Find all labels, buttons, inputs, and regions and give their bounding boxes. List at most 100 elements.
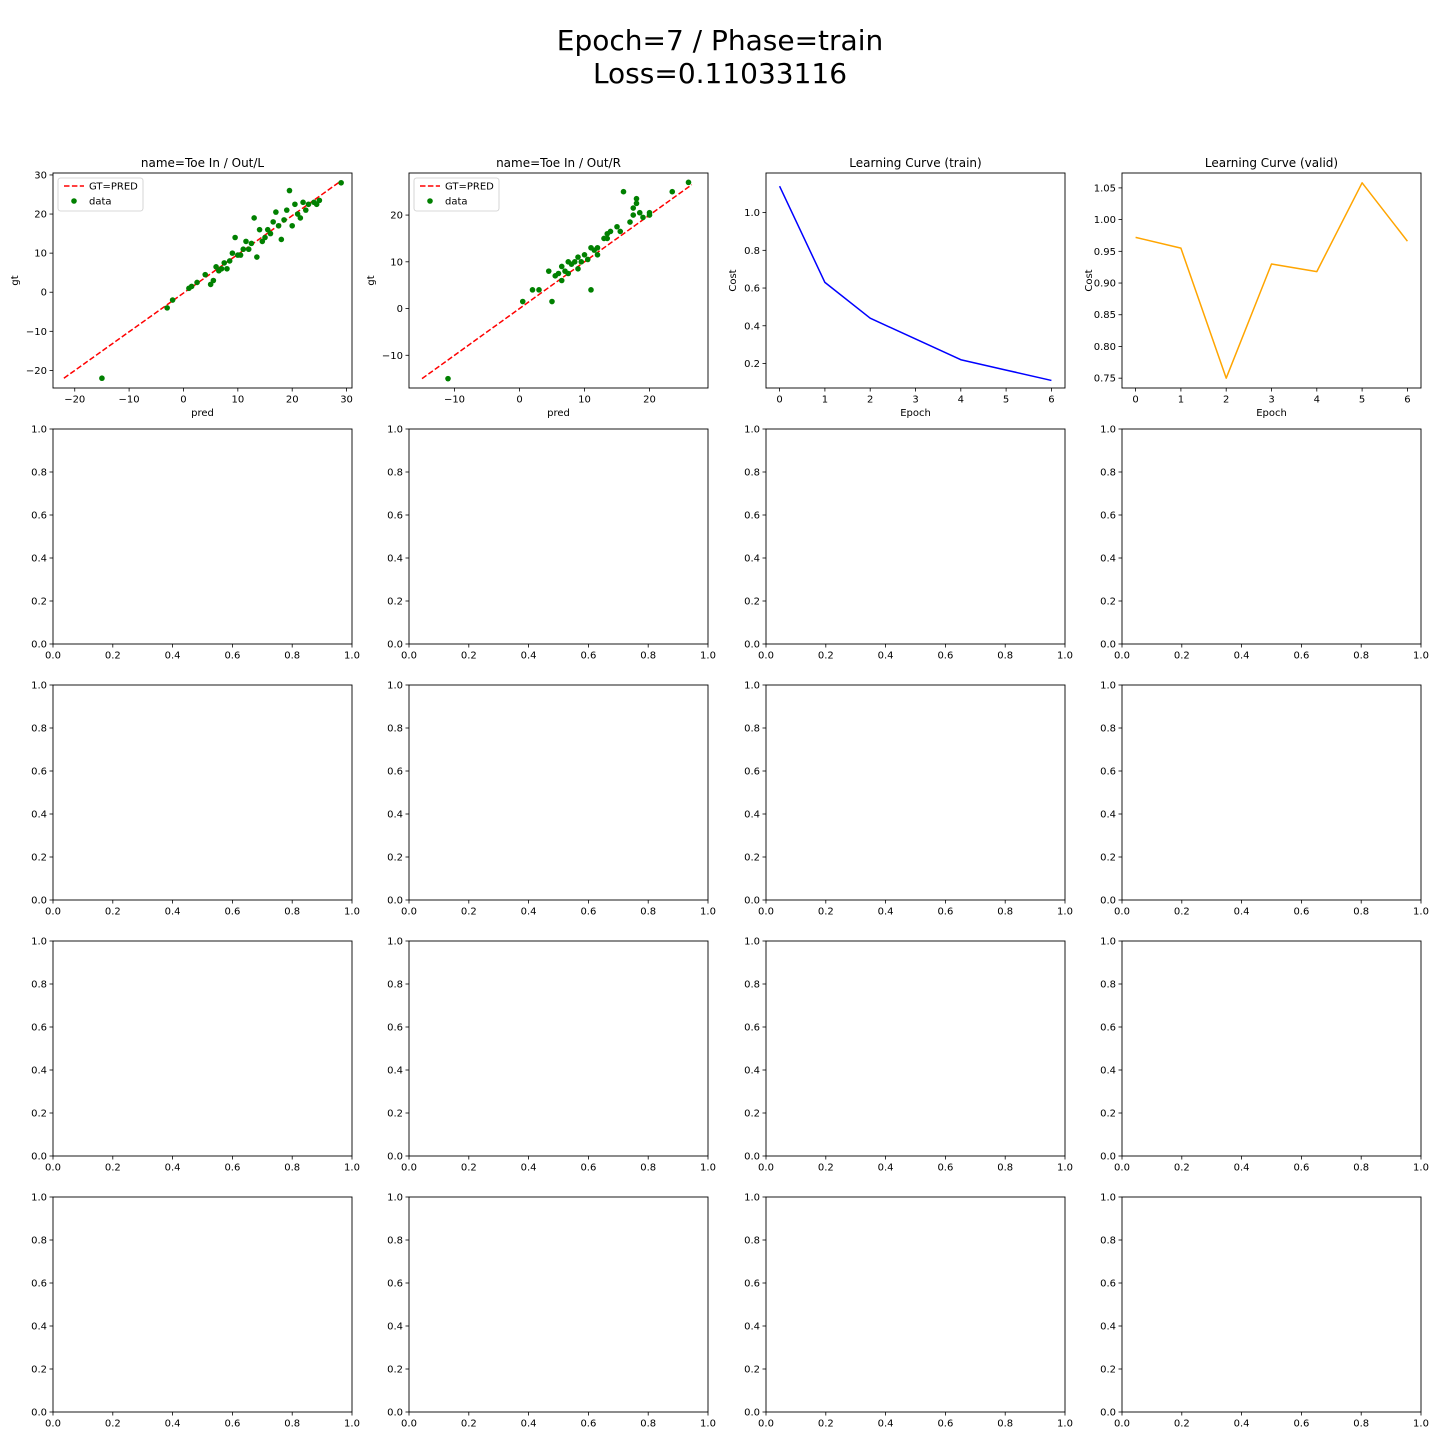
axes-frame — [765, 940, 1066, 1157]
data-point-33 — [627, 219, 633, 225]
x-tick-label: 6 — [1404, 395, 1410, 406]
data-point-44 — [305, 201, 312, 208]
subplot-6: 0.0 0.2 0.4 0.6 0.8 1.0 0.0 0.2 0.4 0.6 0.8 1.0 — [387, 425, 716, 662]
data-point-29 — [607, 228, 614, 235]
x-tick-label: 0.8 — [284, 1419, 300, 1430]
y-tick-label: 0.0 — [744, 1152, 760, 1163]
x-tick-label: 1.0 — [1413, 907, 1429, 918]
y-tick-label: 0.6 — [387, 767, 403, 778]
x-tick-label: 0.0 — [401, 651, 417, 662]
x-tick-label: 0.4 — [1234, 1419, 1250, 1430]
x-tick-label: 0.4 — [165, 1163, 181, 1174]
x-tick-label: 0.6 — [224, 1163, 240, 1174]
x-tick-label: 0.0 — [758, 651, 774, 662]
x-tick-label: 0.2 — [818, 1163, 834, 1174]
x-tick-label: 1.0 — [1413, 651, 1429, 662]
x-tick-label: 0.6 — [580, 907, 596, 918]
data-point-39 — [640, 214, 646, 221]
axes-frame — [1121, 940, 1422, 1157]
data-point-22 — [588, 287, 594, 293]
x-tick-label: 0.2 — [461, 907, 477, 918]
y-tick-label: 0.0 — [387, 896, 403, 907]
data-point-16 — [575, 266, 581, 272]
y-tick-label: 1.00 — [1094, 215, 1116, 226]
y-tick-label: 1.0 — [744, 1193, 760, 1204]
y-tick-label: 0.0 — [1100, 896, 1116, 907]
x-tick-label: 0.4 — [165, 651, 181, 662]
data-point-15 — [226, 258, 233, 264]
y-tick-label: 0.4 — [1100, 1066, 1116, 1077]
x-tick-label: 0.2 — [818, 907, 834, 918]
reference-line-gt-pred — [421, 184, 693, 380]
legend-label-gt-pred: GT=PRED — [445, 182, 494, 193]
axes-frame — [765, 428, 1066, 645]
y-tick-label: 0.2 — [1100, 597, 1116, 608]
y-tick-label: 0.2 — [31, 597, 47, 608]
x-tick-label: 0.8 — [284, 651, 300, 662]
x-tick-label: 1.0 — [1413, 1419, 1429, 1430]
x-tick-label: 0.2 — [1174, 1419, 1190, 1430]
y-tick-label: 0.4 — [744, 554, 760, 565]
series-line — [1135, 182, 1409, 379]
y-tick-label: 0.8 — [387, 1236, 403, 1247]
x-tick-label: 0.8 — [640, 907, 656, 918]
data-point-31 — [617, 228, 624, 235]
data-point-33 — [275, 222, 282, 229]
y-tick-label: 0.2 — [1100, 1365, 1116, 1376]
y-tick-label: 0.4 — [744, 1322, 760, 1333]
y-tick-label: 0.8 — [744, 246, 760, 257]
y-tick-label: 0.8 — [1100, 468, 1116, 479]
data-point-32 — [620, 188, 627, 195]
y-tick-label: 0.6 — [744, 1023, 760, 1034]
x-tick-label: 0.6 — [1293, 651, 1309, 662]
y-tick-label: 0 — [41, 288, 47, 299]
x-tick-label: −10 — [444, 395, 465, 406]
x-tick-label: 1.0 — [700, 1163, 716, 1174]
x-tick-label: 4 — [958, 395, 964, 406]
subplot-5: 0.0 0.2 0.4 0.6 0.8 1.0 0.0 0.2 0.4 0.6 0.8 1.0 — [31, 425, 360, 662]
x-tick-label: 0.8 — [640, 651, 656, 662]
x-tick-label: 0.4 — [1234, 907, 1250, 918]
y-tick-label: 0.4 — [744, 810, 760, 821]
x-axis-label: Epoch — [1256, 408, 1287, 419]
y-tick-label: 0.4 — [31, 1066, 47, 1077]
axes-frame — [408, 172, 709, 389]
y-tick-label: 0.4 — [744, 1066, 760, 1077]
axes-frame — [1121, 684, 1422, 901]
x-tick-label: 0.8 — [1353, 1419, 1369, 1430]
data-point-48 — [338, 179, 344, 186]
x-tick-label: 2 — [1223, 395, 1229, 406]
x-tick-label: 1.0 — [700, 1419, 716, 1430]
x-tick-label: 0.2 — [461, 1163, 477, 1174]
y-tick-label: 0.4 — [387, 1322, 403, 1333]
subplot-15: 0.0 0.2 0.4 0.6 0.8 1.0 0.0 0.2 0.4 0.6 0.8 1.0 — [744, 937, 1073, 1174]
data-point-36 — [283, 207, 290, 213]
x-tick-label: 0.4 — [878, 1163, 894, 1174]
y-tick-label: 0.2 — [387, 853, 403, 864]
x-tick-label: 0.2 — [1174, 1163, 1190, 1174]
legend: GT=PRED data — [57, 177, 144, 212]
y-tick-label: 0.2 — [1100, 1109, 1116, 1120]
x-tick-label: 0.0 — [401, 907, 417, 918]
y-tick-label: 0.8 — [1100, 980, 1116, 991]
y-tick-label: −10 — [26, 327, 47, 338]
subplot-18: 0.0 0.2 0.4 0.6 0.8 1.0 0.0 0.2 0.4 0.6 0.8 1.0 — [387, 1193, 716, 1430]
data-point-28 — [604, 235, 611, 242]
plot-area — [421, 179, 693, 382]
y-tick-label: 0.2 — [744, 1109, 760, 1120]
subplot-3: 0 1 2 3 4 5 6 0.2 0.4 0.6 0.8 1.0 Learning Curve (tr… — [728, 156, 1066, 419]
plot-area — [1135, 182, 1409, 379]
y-tick-label: 0.0 — [1100, 1408, 1116, 1419]
data-point-29 — [264, 226, 271, 233]
subplot-2: −10 0 10 20 −10 0 10 20 name=Toe In / Out/R pred g… — [366, 156, 709, 419]
y-tick-label: 20 — [34, 210, 47, 221]
x-tick-label: 1.0 — [344, 1163, 360, 1174]
x-tick-label: 0.2 — [1174, 651, 1190, 662]
y-tick-label: 0.2 — [744, 597, 760, 608]
x-tick-label: −20 — [64, 395, 85, 406]
y-tick-label: 0.2 — [744, 359, 760, 370]
x-tick-label: 0.0 — [45, 907, 61, 918]
x-tick-label: 1.0 — [1057, 651, 1073, 662]
axes-frame — [1121, 1196, 1422, 1413]
subplot-19: 0.0 0.2 0.4 0.6 0.8 1.0 0.0 0.2 0.4 0.6 0.8 1.0 — [744, 1193, 1073, 1430]
